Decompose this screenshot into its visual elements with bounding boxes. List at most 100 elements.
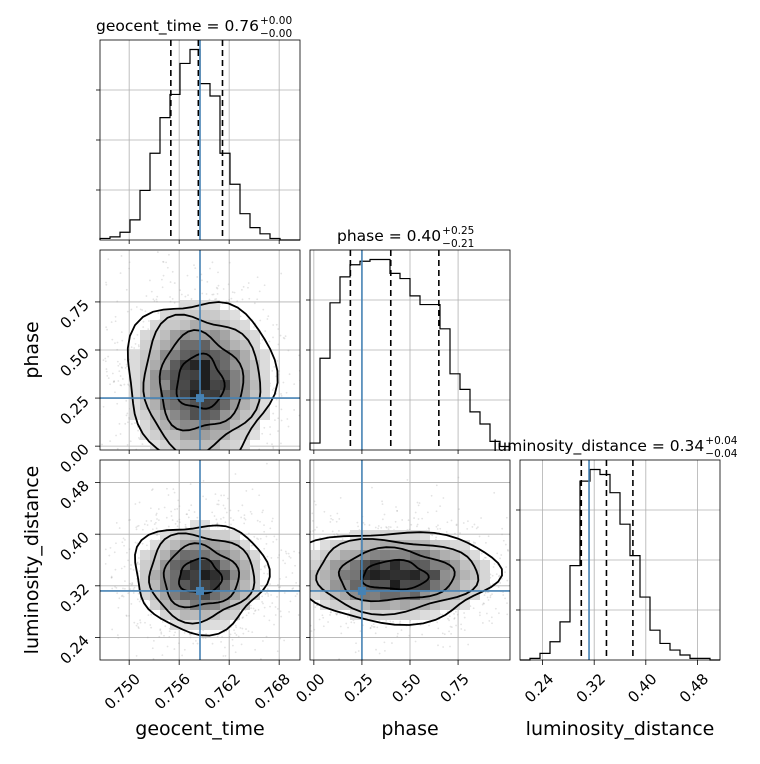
sample-point [384, 649, 386, 652]
sample-point [375, 648, 377, 651]
sample-point [381, 503, 384, 506]
sample-point [298, 354, 300, 357]
density-cell [200, 320, 210, 330]
sample-point [276, 360, 279, 362]
sample-point [165, 261, 168, 264]
sample-point [136, 561, 139, 564]
sample-point [476, 526, 479, 529]
sample-point [262, 640, 264, 642]
sample-point [138, 557, 140, 559]
sample-point [387, 528, 390, 531]
sample-point [257, 608, 260, 611]
density-cell [210, 350, 220, 360]
density-cell [350, 610, 360, 620]
density-cell [150, 440, 160, 450]
density-cell [440, 580, 450, 590]
sample-point [271, 443, 273, 446]
sample-point [277, 328, 280, 330]
sample-point [110, 576, 113, 579]
density-cell [160, 400, 170, 410]
sample-point [277, 417, 280, 420]
sample-point [194, 267, 197, 270]
sample-point [202, 495, 205, 498]
density-cell [200, 530, 210, 540]
sample-point [455, 523, 458, 526]
sample-point [139, 619, 141, 622]
density-cell [190, 590, 200, 600]
sample-point [204, 452, 206, 454]
sample-point [124, 580, 126, 583]
density-cell [370, 590, 380, 600]
sample-point [76, 519, 78, 521]
sample-point [410, 523, 413, 526]
sample-point [185, 526, 188, 529]
sample-point [462, 522, 465, 524]
density-cell [150, 560, 160, 570]
sample-point [237, 509, 240, 512]
sample-point [501, 527, 504, 530]
density-cell [240, 360, 250, 370]
sample-point [114, 315, 117, 318]
sample-point [313, 500, 316, 503]
sample-point [104, 360, 107, 363]
density-cell [230, 400, 240, 410]
title-phase-minus: −0.21 [442, 238, 474, 250]
density-cell [150, 400, 160, 410]
density-cell [330, 540, 340, 550]
sample-point [285, 552, 288, 555]
sample-point [184, 295, 187, 298]
sample-point [287, 552, 290, 555]
sample-point [206, 280, 209, 283]
density-cell [420, 590, 430, 600]
sample-point [184, 523, 187, 526]
sample-point [153, 454, 155, 456]
sample-point [135, 306, 138, 308]
density-cell [150, 390, 160, 400]
x-tick-label-geocent_time: 0.762 [201, 670, 244, 713]
sample-point [245, 490, 248, 492]
sample-point [153, 300, 156, 302]
sample-point [484, 591, 487, 594]
x-tick-label-phase: 0.50 [388, 670, 424, 706]
density-cell [180, 320, 190, 330]
density-cell [220, 560, 230, 570]
density-cell [440, 550, 450, 560]
sample-point [109, 546, 112, 549]
density-cell [190, 310, 200, 320]
sample-point [485, 541, 487, 544]
sample-point [183, 648, 186, 651]
density-cell [170, 360, 180, 370]
sample-point [134, 343, 137, 345]
sample-point [97, 563, 99, 565]
sample-point [301, 575, 303, 577]
sample-point [214, 453, 216, 455]
sample-point [150, 520, 153, 522]
density-cell [240, 390, 250, 400]
density-cell [190, 440, 200, 450]
sample-point [263, 530, 266, 533]
sample-point [263, 426, 266, 429]
sample-point [313, 628, 316, 631]
density-cell [460, 560, 470, 570]
sample-point [406, 479, 409, 481]
sample-point [377, 527, 380, 530]
sample-point [486, 596, 489, 599]
density-cell [210, 550, 220, 560]
sample-point [490, 616, 493, 619]
contour-level-1 [361, 558, 430, 591]
sample-point [117, 606, 120, 609]
density-cell [230, 310, 240, 320]
sample-point [224, 455, 226, 457]
density-cell [200, 610, 210, 620]
density-cell [200, 410, 210, 420]
density-cell [230, 610, 240, 620]
density-cell [220, 400, 230, 410]
sample-point [126, 443, 129, 446]
sample-point [97, 353, 99, 355]
sample-point [455, 610, 457, 613]
sample-point [185, 513, 188, 516]
density-cell [200, 440, 210, 450]
sample-point [107, 377, 110, 379]
sample-point [143, 456, 145, 458]
sample-point [247, 318, 250, 321]
